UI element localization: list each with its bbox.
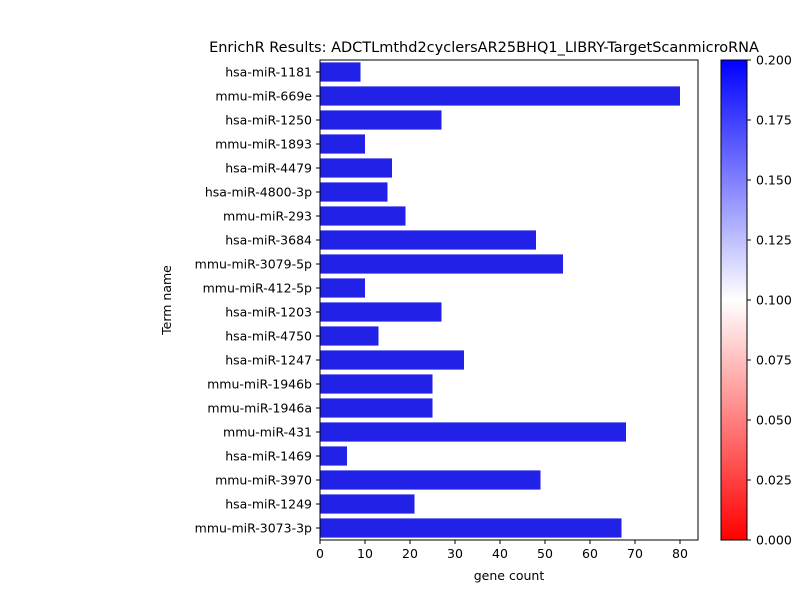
- y-tick-label: mmu-miR-412-5p: [203, 281, 312, 296]
- x-axis: 0 10 20 30 40 50 60 70 80: [316, 540, 688, 561]
- x-axis-label: gene count: [474, 568, 545, 583]
- colorbar-tick-label: 0.025: [756, 473, 792, 488]
- bar-hsa-miR-4800-3p: [320, 182, 388, 202]
- bar-hsa-miR-4479: [320, 158, 392, 178]
- x-tick-label: 80: [672, 546, 688, 561]
- y-tick-label: hsa-miR-4750: [225, 329, 312, 344]
- x-tick-label: 50: [537, 546, 553, 561]
- bar-mmu-miR-669e: [320, 86, 680, 106]
- colorbar-tick-label: 0.125: [756, 233, 792, 248]
- bar-hsa-miR-1249: [320, 494, 415, 514]
- y-tick-label: mmu-miR-293: [223, 209, 312, 224]
- bar-mmu-miR-1893: [320, 134, 365, 154]
- y-tick-label: hsa-miR-1249: [225, 497, 312, 512]
- bar-mmu-miR-293: [320, 206, 406, 226]
- bar-mmu-miR-1946a: [320, 398, 433, 418]
- y-tick-label: hsa-miR-4800-3p: [205, 185, 312, 200]
- bar-hsa-miR-1250: [320, 110, 442, 130]
- bar-mmu-miR-1946b: [320, 374, 433, 394]
- y-tick-label: mmu-miR-1893: [215, 137, 312, 152]
- y-tick-label: hsa-miR-4479: [225, 161, 312, 176]
- x-tick-label: 30: [447, 546, 463, 561]
- y-tick-label: mmu-miR-3073-3p: [195, 521, 312, 536]
- y-tick-label: mmu-miR-669e: [215, 89, 312, 104]
- plot-frame: [319, 59, 699, 541]
- chart-title: EnrichR Results: ADCTLmthd2cyclersAR25BH…: [209, 40, 759, 56]
- y-tick-label: hsa-miR-1203: [225, 305, 312, 320]
- y-axis-label: Term name: [159, 265, 174, 336]
- bar-mmu-miR-412-5p: [320, 278, 365, 298]
- x-tick-label: 0: [316, 546, 324, 561]
- bar-mmu-miR-3073-3p: [320, 518, 622, 538]
- y-tick-label: hsa-miR-3684: [225, 233, 312, 248]
- y-tick-label: mmu-miR-1946a: [207, 401, 312, 416]
- bar-hsa-miR-4750: [320, 326, 379, 346]
- colorbar-tick-label: 0.175: [756, 113, 792, 128]
- x-tick-label: 70: [627, 546, 643, 561]
- bar-hsa-miR-3684: [320, 230, 536, 250]
- colorbar-tick-label: 0.100: [756, 293, 792, 308]
- colorbar: 0.000 0.025 0.050 0.075 0.100 0.125 0.150 0.175…: [720, 53, 792, 548]
- bar-mmu-miR-3079-5p: [320, 254, 563, 274]
- bar-hsa-miR-1247: [320, 350, 464, 370]
- bar-mmu-miR-3970: [320, 470, 541, 490]
- bar-hsa-miR-1469: [320, 446, 347, 466]
- y-tick-label: mmu-miR-3970: [215, 473, 312, 488]
- y-tick-label: hsa-miR-1250: [225, 113, 312, 128]
- colorbar-tick-label: 0.050: [756, 413, 792, 428]
- colorbar-ticks: 0.000 0.025 0.050 0.075 0.100 0.125 0.150 0.175…: [747, 53, 792, 548]
- x-tick-label: 20: [402, 546, 418, 561]
- y-tick-label: mmu-miR-1946b: [207, 377, 312, 392]
- y-tick-label: mmu-miR-431: [223, 425, 312, 440]
- x-tick-label: 40: [492, 546, 508, 561]
- y-tick-label: hsa-miR-1469: [225, 449, 312, 464]
- bar-mmu-miR-431: [320, 422, 626, 442]
- y-tick-label: mmu-miR-3079-5p: [195, 257, 312, 272]
- colorbar-tick-label: 0.150: [756, 173, 792, 188]
- y-tick-label: hsa-miR-1247: [225, 353, 312, 368]
- bar-series: [320, 62, 680, 538]
- x-tick-label: 60: [582, 546, 598, 561]
- x-tick-label: 10: [357, 546, 373, 561]
- colorbar-tick-label: 0.200: [756, 53, 792, 68]
- colorbar-gradient: [720, 59, 748, 541]
- bar-hsa-miR-1181: [320, 62, 361, 82]
- y-tick-label: hsa-miR-1181: [225, 65, 312, 80]
- y-axis: hsa-miR-1181 mmu-miR-669e hsa-miR-1250 mmu-…: [195, 65, 320, 536]
- colorbar-tick-label: 0.075: [756, 353, 792, 368]
- bar-hsa-miR-1203: [320, 302, 442, 322]
- colorbar-tick-label: 0.000: [756, 533, 792, 548]
